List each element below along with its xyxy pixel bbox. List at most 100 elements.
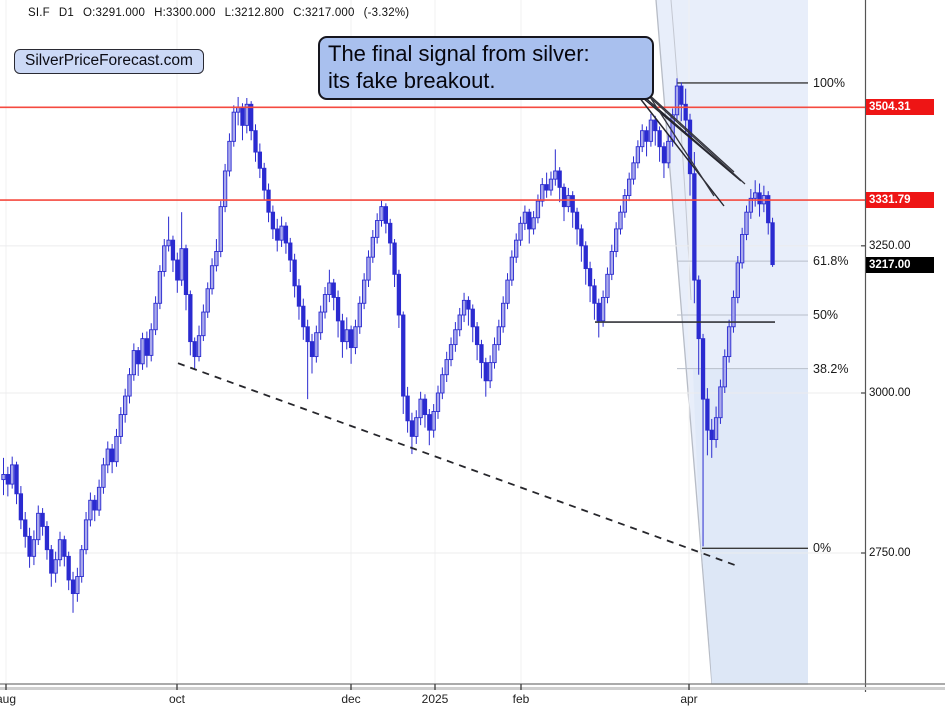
candle-body	[709, 429, 714, 441]
candle-body	[609, 251, 614, 275]
candle-body	[136, 350, 141, 365]
site-watermark: SilverPriceForecast.com	[14, 49, 204, 74]
candle-body	[696, 279, 701, 340]
candle-body	[748, 197, 753, 213]
candle-body	[366, 256, 371, 281]
symbol-label: SI.F	[28, 7, 50, 19]
candle-body	[196, 335, 202, 358]
annotation-callout[interactable]: The final signal from silver: its fake b…	[318, 36, 654, 100]
current-price-tag: 3217.00	[866, 256, 934, 273]
candle-body	[57, 539, 63, 561]
candle-body	[36, 512, 41, 541]
candle-body	[331, 282, 336, 298]
candle-body	[557, 170, 562, 188]
candle-body	[5, 474, 10, 485]
candle-body	[518, 222, 523, 241]
candle-body	[10, 464, 15, 485]
candle-body	[66, 555, 71, 581]
candle-body	[466, 299, 471, 310]
candle-body	[561, 186, 567, 208]
candle-body	[301, 305, 306, 328]
candle-body	[657, 130, 662, 148]
candle-body	[679, 85, 684, 105]
alert-price-tag-3504.31[interactable]: 3504.31	[866, 99, 934, 116]
candle-body	[283, 225, 289, 244]
candle-body	[527, 211, 532, 230]
alert-price-tag-3331.79[interactable]: 3331.79	[866, 192, 934, 209]
callout-line-2: its fake breakout.	[328, 68, 496, 93]
candle-body	[114, 435, 119, 463]
candle-body	[92, 499, 97, 511]
candle-body	[353, 326, 358, 349]
candle-body	[70, 579, 76, 595]
candle-body	[240, 106, 245, 126]
candle-body	[631, 162, 636, 180]
candle-body	[170, 239, 176, 261]
callout-pointer-line	[641, 89, 746, 185]
candle-body	[392, 242, 397, 275]
candle-body	[501, 302, 506, 328]
candle-body	[192, 341, 197, 358]
candle-body	[305, 326, 310, 343]
candle-body	[179, 248, 184, 281]
candle-body	[744, 211, 749, 235]
candle-body	[600, 297, 606, 322]
candle-body	[62, 539, 67, 557]
candle-body	[592, 285, 597, 304]
candle-body	[288, 242, 293, 261]
candle-body	[718, 386, 723, 419]
candle-body	[44, 525, 50, 551]
candle-body	[740, 234, 745, 264]
candle-body	[361, 279, 367, 304]
candle-body	[275, 228, 280, 241]
candle-body	[440, 374, 445, 394]
candle-body	[175, 259, 180, 281]
candle-body	[418, 398, 423, 419]
candle-body	[683, 103, 688, 121]
x-axis-label-dec: dec	[341, 692, 361, 706]
candle-body	[431, 411, 436, 431]
candle-body	[335, 297, 341, 322]
candle-body	[653, 119, 658, 132]
candle-body	[388, 222, 393, 244]
candle-body	[75, 576, 80, 595]
candle-body	[157, 271, 163, 304]
callout-pointer-line	[645, 91, 735, 173]
candle-body	[540, 184, 545, 202]
band-zone-low	[693, 368, 808, 549]
candle-body	[379, 206, 384, 221]
candle-body	[583, 245, 588, 270]
candle-body	[705, 398, 710, 431]
candle-body	[435, 392, 441, 412]
candle-body	[605, 273, 610, 298]
ohlc-header: SI.F D1 O:3291.000 H:3300.000 L:3212.800 C:32…	[28, 7, 418, 19]
candle-body	[627, 178, 632, 197]
candle-body	[548, 178, 554, 191]
timeframe-label: D1	[58, 7, 74, 19]
candle-body	[296, 285, 302, 307]
y-axis-label-2750.00: 2750.00	[869, 547, 911, 559]
x-axis-label-2025: 2025	[421, 692, 449, 706]
candle-body	[292, 259, 297, 287]
candle-body	[722, 356, 727, 388]
candle-body	[405, 395, 410, 422]
candle-body	[566, 195, 571, 208]
candle-body	[327, 282, 332, 295]
candle-body	[479, 344, 484, 364]
candle-body	[309, 341, 315, 358]
candle-body	[666, 140, 671, 164]
candle-body	[687, 119, 693, 175]
y-axis-label-3000.00: 3000.00	[869, 387, 911, 399]
candle-body	[553, 170, 558, 180]
candle-body	[249, 103, 254, 132]
candle-body	[348, 329, 354, 349]
candle-body	[514, 239, 519, 258]
candle-body	[401, 314, 406, 397]
candle-body	[640, 130, 645, 148]
candle-body	[370, 236, 375, 258]
candle-body	[318, 311, 323, 334]
candle-body	[635, 146, 641, 164]
candle-body	[227, 140, 232, 172]
candle-body	[422, 398, 428, 416]
